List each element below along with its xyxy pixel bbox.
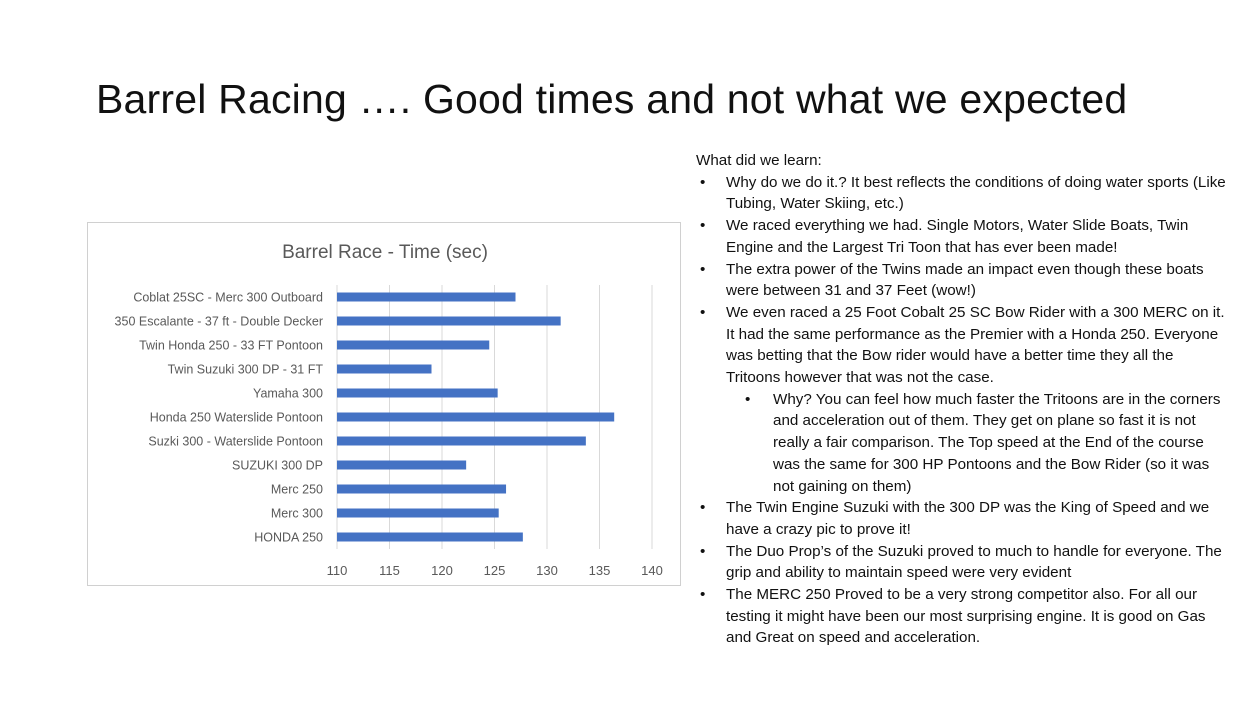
bar	[337, 436, 586, 446]
bar	[337, 388, 498, 398]
category-label: SUZUKI 300 DP	[232, 459, 323, 473]
category-label: Twin Honda 250 - 33 FT Pontoon	[139, 339, 323, 353]
category-label: Merc 250	[271, 483, 323, 497]
bar	[337, 532, 523, 542]
notes-bullet: We even raced a 25 Foot Cobalt 25 SC Bow…	[726, 303, 1225, 387]
notes-bullet: We raced everything we had. Single Motor…	[696, 215, 1226, 258]
chart-title: Barrel Race - Time (sec)	[282, 242, 488, 263]
bars	[337, 292, 615, 542]
notes-bullet: Why do we do it.? It best reflects the c…	[696, 172, 1226, 215]
category-label: HONDA 250	[254, 531, 323, 545]
x-tick-label: 120	[431, 563, 453, 578]
category-label: Honda 250 Waterslide Pontoon	[150, 411, 323, 425]
category-labels: Coblat 25SC - Merc 300 Outboard 350 Escal…	[115, 291, 324, 545]
bar	[337, 292, 516, 302]
x-tick-label: 135	[589, 563, 611, 578]
notes-sublist: Why? You can feel how much faster the Tr…	[726, 389, 1226, 498]
x-tick-labels: 110 115 120 125 130 135 140	[327, 563, 663, 578]
bar-chart-svg: Barrel Race - Time (sec) Coblat 25SC - M…	[115, 242, 663, 578]
x-tick-label: 110	[327, 563, 348, 578]
x-tick-label: 115	[379, 563, 400, 578]
category-label: Twin Suzuki 300 DP - 31 FT	[168, 363, 324, 377]
category-label: Suzki 300 - Waterslide Pontoon	[148, 435, 323, 449]
x-tick-label: 125	[484, 563, 506, 578]
x-tick-label: 140	[641, 563, 663, 578]
bar	[337, 412, 615, 422]
bar	[337, 340, 490, 350]
slide-title: Barrel Racing …. Good times and not what…	[96, 76, 1128, 122]
notes-bullet: The extra power of the Twins made an imp…	[696, 259, 1226, 302]
notes-bullet: The Duo Prop’s of the Suzuki proved to m…	[696, 541, 1226, 584]
bar	[337, 508, 499, 518]
notes-lead: What did we learn:	[696, 152, 822, 169]
category-label: 350 Escalante - 37 ft - Double Decker	[115, 315, 323, 329]
notes-bullet: The Twin Engine Suzuki with the 300 DP w…	[696, 497, 1226, 540]
bar	[337, 364, 432, 374]
category-label: Merc 300	[271, 507, 323, 521]
notes-list: Why do we do it.? It best reflects the c…	[696, 172, 1226, 649]
bar-chart: Barrel Race - Time (sec) Coblat 25SC - M…	[87, 222, 681, 586]
notes-bullet: The MERC 250 Proved to be a very strong …	[696, 584, 1226, 649]
notes-bullet-group: We even raced a 25 Foot Cobalt 25 SC Bow…	[696, 302, 1226, 497]
bar	[337, 484, 507, 494]
x-tick-label: 130	[536, 563, 558, 578]
category-label: Coblat 25SC - Merc 300 Outboard	[133, 291, 323, 305]
bar	[337, 316, 561, 326]
category-label: Yamaha 300	[253, 387, 323, 401]
bar	[337, 460, 467, 470]
notes-panel: What did we learn: Why do we do it.? It …	[696, 150, 1226, 649]
notes-sub-bullet: Why? You can feel how much faster the Tr…	[726, 389, 1226, 498]
